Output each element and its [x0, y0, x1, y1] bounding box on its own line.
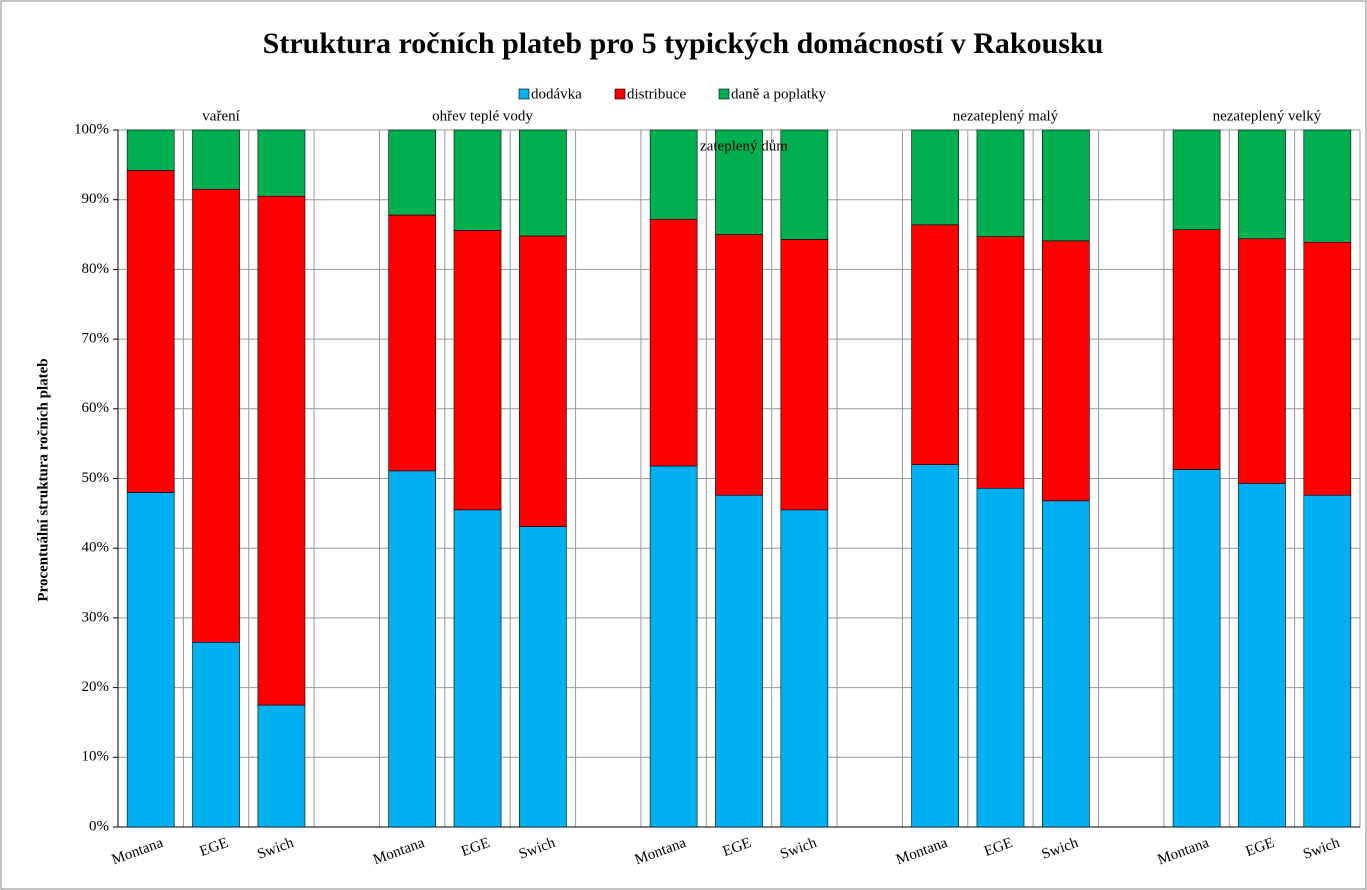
bar-segment [519, 526, 567, 828]
bar-segment [126, 492, 175, 828]
bar-segment [1303, 494, 1352, 828]
bar-segment [453, 129, 502, 231]
bar-segment [911, 129, 959, 226]
y-tick-label: 60% [82, 400, 110, 416]
bar-segment [976, 236, 1025, 489]
group-label: nezateplený velký [1213, 108, 1322, 124]
bar-segment [976, 487, 1025, 828]
bar-segment [1303, 129, 1352, 243]
group-label: nezateplený malý [953, 108, 1059, 124]
bar-segment [388, 129, 436, 216]
y-tick-label: 70% [82, 331, 110, 347]
bar-segment [649, 218, 698, 467]
legend-label: dodávka [531, 86, 582, 102]
bar-segment [780, 239, 829, 511]
bar-segment [1172, 129, 1221, 230]
y-axis-label: Procentuální struktura ročních plateb [35, 358, 51, 601]
bar-segment [257, 195, 306, 706]
bar-segment [388, 214, 436, 472]
bar-segment [780, 509, 829, 828]
y-tick-label: 50% [82, 470, 110, 486]
bar-segment [649, 129, 698, 220]
bar-segment [911, 464, 959, 828]
legend-label: distribuce [627, 86, 686, 102]
bar-segment [715, 494, 763, 828]
bar-segment [1303, 241, 1352, 496]
bar-segment [192, 188, 240, 643]
y-tick-label: 10% [82, 749, 110, 765]
y-tick-label: 100% [74, 121, 109, 137]
bar-segment [1172, 229, 1221, 470]
bar-segment [388, 470, 436, 828]
y-tick-label: 90% [82, 191, 110, 207]
bar-segment [780, 129, 829, 240]
bar-segment [519, 129, 567, 237]
legend-swatch [614, 88, 626, 100]
y-tick-label: 0% [89, 818, 109, 834]
group-label: vaření [202, 108, 239, 124]
bar-segment [1172, 469, 1221, 828]
bar-segment [911, 224, 959, 465]
bar-segment [1238, 483, 1286, 828]
legend-swatch [718, 88, 730, 100]
legend-label: daně a poplatky [731, 86, 826, 102]
group-label: ohřev teplé vody [432, 108, 533, 124]
chart-title: Struktura ročních plateb pro 5 typických… [263, 27, 1104, 60]
bar-segment [519, 235, 567, 527]
bar-segment [453, 509, 502, 828]
bar-segment [257, 704, 306, 828]
y-tick-label: 30% [82, 609, 110, 625]
bar-segment [1238, 238, 1286, 484]
bar-segment [126, 170, 175, 493]
bar-segment [257, 129, 306, 197]
bar-segment [453, 230, 502, 511]
bar-segment [715, 129, 763, 235]
group-label: zateplený dům [700, 138, 788, 154]
bar-segment [715, 234, 763, 496]
bar-segment [649, 465, 698, 828]
legend-swatch [518, 88, 530, 100]
bar-segment [126, 129, 175, 171]
bar-segment [1238, 129, 1286, 240]
bar-segment [1042, 500, 1090, 828]
bar-segment [1042, 240, 1090, 502]
bar-segment [1042, 129, 1090, 242]
y-tick-label: 40% [82, 540, 110, 556]
y-tick-label: 80% [82, 261, 110, 277]
y-tick-label: 20% [82, 679, 110, 695]
bar-segment [976, 129, 1025, 237]
bar-segment [192, 641, 240, 828]
bar-segment [192, 129, 240, 190]
